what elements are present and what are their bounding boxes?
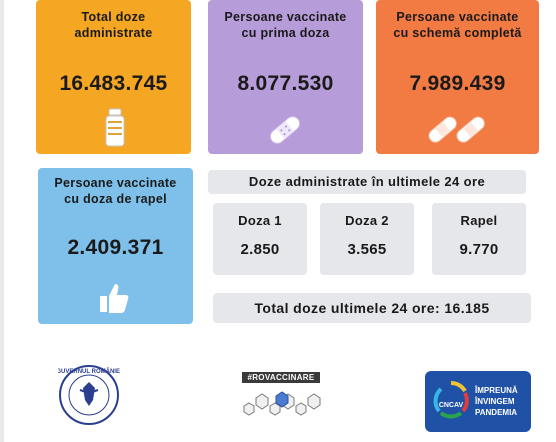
total-24h-box: Total doze ultimele 24 ore: 16.185	[213, 293, 531, 323]
double-bandage-icon	[428, 116, 485, 143]
campaign-badge: CNCAV ÎMPREUNĂ ÎNVINGEM PANDEMIA	[425, 371, 531, 432]
first-dose-card: Persoane vaccinate cu prima doza 8.077.5…	[208, 0, 363, 154]
hexagon-icons	[243, 391, 321, 416]
campaign-line1: ÎMPREUNĂ	[475, 386, 518, 395]
rovaccinare-block: #ROVACCINARE	[236, 372, 324, 418]
daily-dose2-value: 3.565	[347, 241, 387, 258]
rovaccinare-hashtag: #ROVACCINARE	[242, 372, 320, 383]
daily-dose1-value: 2.850	[240, 241, 280, 258]
first-dose-title-line2: cu prima doza	[241, 26, 330, 40]
full-schema-title-line1: Persoane vaccinate	[396, 10, 519, 24]
first-dose-title-line1: Persoane vaccinate	[224, 10, 347, 24]
booster-value: 2.409.371	[67, 236, 164, 259]
booster-title-line1: Persoane vaccinate	[54, 176, 177, 190]
full-schema-card: Persoane vaccinate cu schemă completă 7.…	[376, 0, 539, 154]
bandage-icon	[269, 116, 301, 144]
total-doses-card: Total doze administrate 16.483.745	[36, 0, 191, 154]
total-doses-title-line2: administrate	[74, 26, 153, 40]
government-logo: GUVERNUL ROMÂNIEI	[58, 365, 120, 425]
daily-title-box: Doze administrate în ultimele 24 ore	[208, 170, 526, 194]
campaign-badge-label: CNCAV	[439, 402, 464, 409]
full-schema-title-line2: cu schemă completă	[393, 26, 522, 40]
campaign-text: ÎMPREUNĂ ÎNVINGEM PANDEMIA	[475, 385, 518, 418]
total-doses-value: 16.483.745	[59, 72, 168, 95]
government-logo-text: GUVERNUL ROMÂNIEI	[58, 368, 120, 375]
total-doses-title-line1: Total doze	[81, 10, 146, 24]
booster-card: Persoane vaccinate cu doza de rapel 2.40…	[38, 168, 193, 324]
daily-dose2-box: Doza 2 3.565	[320, 203, 414, 275]
daily-dose2-label: Doza 2	[345, 213, 389, 228]
daily-dose1-label: Doza 1	[238, 213, 282, 228]
left-edge-strip	[0, 0, 4, 442]
daily-dose1-box: Doza 1 2.850	[213, 203, 307, 275]
daily-booster-value: 9.770	[459, 241, 499, 258]
campaign-line3: PANDEMIA	[475, 408, 518, 417]
booster-title-line2: cu doza de rapel	[64, 192, 167, 206]
vial-icon	[105, 108, 125, 147]
campaign-line2: ÎNVINGEM	[475, 397, 515, 406]
thumbs-up-icon	[100, 284, 129, 313]
total-24h-text: Total doze ultimele 24 ore: 16.185	[254, 300, 490, 316]
first-dose-value: 8.077.530	[237, 72, 334, 95]
daily-booster-label: Rapel	[460, 213, 498, 228]
daily-booster-box: Rapel 9.770	[432, 203, 526, 275]
daily-title: Doze administrate în ultimele 24 ore	[248, 174, 486, 189]
campaign-ring-icon: CNCAV	[433, 380, 469, 419]
full-schema-value: 7.989.439	[409, 72, 506, 95]
